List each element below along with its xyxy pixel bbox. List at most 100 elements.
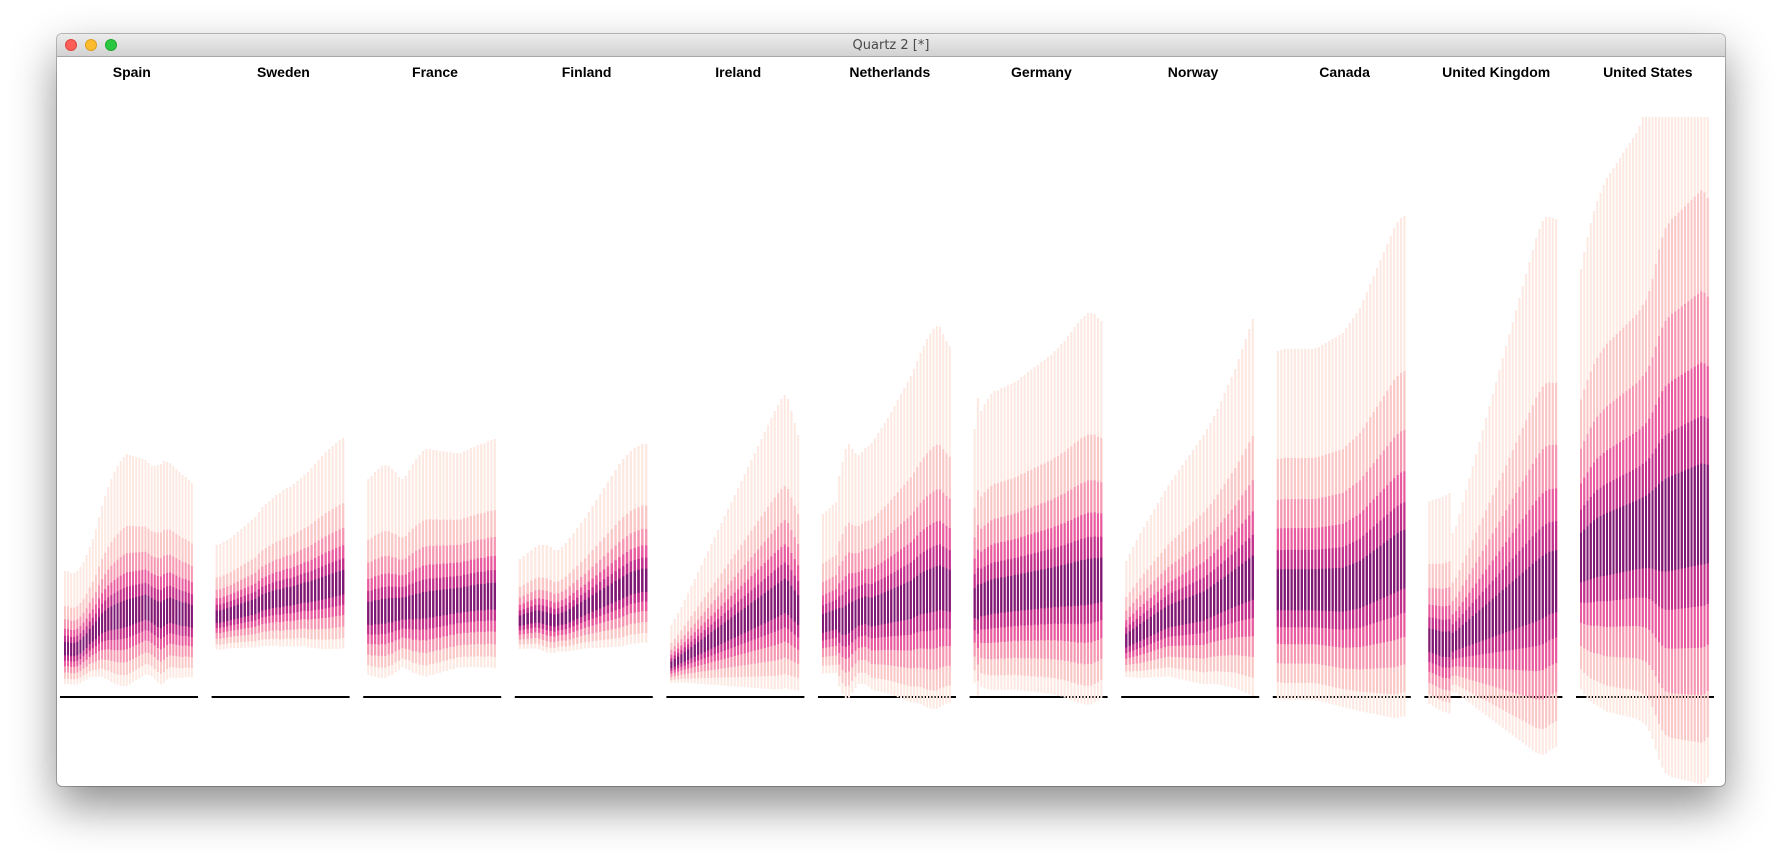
bar-band-5 xyxy=(783,578,786,614)
panel-label: Germany xyxy=(1011,64,1072,80)
bar-band-5 xyxy=(942,566,945,611)
bar-band-5 xyxy=(1438,630,1441,656)
window-titlebar[interactable]: Quartz 2 [*] xyxy=(57,34,1725,57)
bar-band-5 xyxy=(408,595,411,620)
bar-band-5 xyxy=(1580,532,1583,583)
close-window-button[interactable] xyxy=(65,39,77,51)
bar-band-5 xyxy=(1132,628,1135,645)
panel-norway: Norway xyxy=(1121,64,1260,698)
bar-band-5 xyxy=(1348,565,1351,611)
bar-band-5 xyxy=(415,593,418,619)
bar-band-5 xyxy=(113,604,116,630)
bar-band-5 xyxy=(247,601,250,616)
bar-band-5 xyxy=(313,579,317,602)
bar-band-5 xyxy=(135,597,138,624)
bar-band-5 xyxy=(1455,630,1458,651)
bar-band-5 xyxy=(887,590,890,624)
bar-band-5 xyxy=(129,598,131,626)
bar-band-5 xyxy=(1362,558,1365,607)
bar-band-5 xyxy=(1076,561,1079,606)
bar-band-5 xyxy=(442,589,445,616)
bar-band-5 xyxy=(1184,598,1188,625)
bar-band-5 xyxy=(397,598,401,621)
bar-band-5 xyxy=(1345,566,1348,611)
bar-band-5 xyxy=(462,586,466,612)
bar-band-5 xyxy=(222,609,225,622)
bar-band-5 xyxy=(935,566,938,612)
bar-band-5 xyxy=(296,584,299,605)
bar-band-5 xyxy=(285,587,289,606)
minimize-window-button[interactable] xyxy=(85,39,97,51)
bar-band-5 xyxy=(159,602,162,629)
bar-band-5 xyxy=(476,584,479,611)
bar-band-5 xyxy=(1086,558,1089,605)
bar-band-5 xyxy=(1468,619,1471,646)
bar-band-5 xyxy=(690,646,693,659)
bar-band-5 xyxy=(1191,595,1195,623)
bar-band-5 xyxy=(384,598,387,624)
bar-band-5 xyxy=(670,661,673,669)
bar-band-5 xyxy=(331,573,334,598)
bar-band-5 xyxy=(1334,568,1338,612)
bar-band-5 xyxy=(893,588,896,622)
bar-band-5 xyxy=(560,612,564,625)
bar-band-5 xyxy=(945,568,948,611)
bar-band-5 xyxy=(1142,621,1145,640)
bar-band-5 xyxy=(610,583,613,604)
bar-band-5 xyxy=(1020,573,1023,611)
bar-band-5 xyxy=(1700,463,1703,565)
bar-band-5 xyxy=(1403,529,1406,589)
bar-band-5 xyxy=(844,605,847,635)
bar-band-5 xyxy=(618,578,621,601)
bar-band-5 xyxy=(983,582,986,616)
bar-band-5 xyxy=(1690,467,1693,567)
bar-band-5 xyxy=(380,598,384,624)
bar-band-5 xyxy=(1000,577,1003,613)
bar-band-5 xyxy=(717,627,720,646)
bar-band-5 xyxy=(342,569,345,595)
bar-band-5 xyxy=(1376,548,1379,601)
bar-band-5 xyxy=(576,604,579,619)
bar-band-5 xyxy=(324,575,327,599)
bar-band-5 xyxy=(1043,569,1046,609)
zoom-window-button[interactable] xyxy=(105,39,117,51)
bar-band-5 xyxy=(703,637,706,652)
bar-band-5 xyxy=(1638,499,1641,569)
bar-band-5 xyxy=(190,604,193,628)
bar-band-5 xyxy=(1441,631,1444,657)
bar-band-5 xyxy=(178,601,181,626)
bar-band-5 xyxy=(1518,575,1521,628)
bar-band-5 xyxy=(439,590,442,617)
bar-band-5 xyxy=(493,582,496,610)
bar-band-5 xyxy=(1338,567,1341,612)
bar-band-5 xyxy=(1488,601,1491,639)
bar-band-5 xyxy=(1209,586,1212,618)
bar-band-5 xyxy=(1495,595,1498,636)
bar-band-5 xyxy=(169,597,172,623)
bar-band-5 xyxy=(534,610,537,623)
bar-band-5 xyxy=(401,597,404,620)
bar-band-5 xyxy=(733,615,736,638)
bar-band-5 xyxy=(1181,599,1184,625)
bar-band-5 xyxy=(1508,584,1511,631)
bar-band-5 xyxy=(122,600,125,628)
bar-band-5 xyxy=(1548,551,1551,615)
bar-band-5 xyxy=(1632,502,1635,570)
bar-band-5 xyxy=(233,605,236,620)
bar-band-5 xyxy=(187,603,190,627)
bar-band-5 xyxy=(1195,594,1198,623)
bar-band-5 xyxy=(243,602,246,617)
bar-band-5 xyxy=(1651,490,1654,569)
bar-band-5 xyxy=(1697,464,1700,566)
bar-band-5 xyxy=(851,601,854,631)
bar-band-5 xyxy=(1428,628,1431,653)
bar-band-5 xyxy=(835,609,838,630)
bar-band-5 xyxy=(432,591,435,618)
bar-band-5 xyxy=(1128,631,1131,646)
bar-band-5 xyxy=(727,620,730,641)
bar-band-5 xyxy=(1358,560,1362,609)
bar-band-5 xyxy=(268,592,271,609)
panel-spain: Spain xyxy=(60,64,198,698)
bar-band-5 xyxy=(1615,508,1618,574)
bar-band-5 xyxy=(587,597,590,614)
